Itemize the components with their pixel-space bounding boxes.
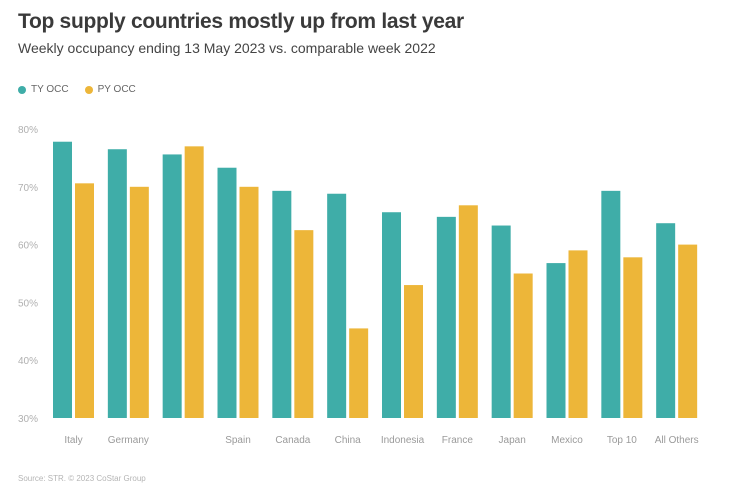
bar-ty <box>53 141 72 418</box>
y-tick-label: 30% <box>18 414 38 425</box>
bar-py <box>294 230 314 418</box>
legend-swatch-ty <box>18 85 26 94</box>
legend: TY OCC PY OCC <box>18 84 152 95</box>
legend-label-ty: TY OCC <box>31 84 69 95</box>
chart-subtitle: Weekly occupancy ending 13 May 2023 vs. … <box>18 40 436 56</box>
legend-label-py: PY OCC <box>97 84 136 95</box>
x-category-label: Germany <box>108 435 149 446</box>
y-tick-label: 50% <box>18 298 38 309</box>
x-category-label: Italy <box>64 435 82 446</box>
chart-title: Top supply countries mostly up from last… <box>18 10 464 33</box>
x-category-label: All Others <box>655 435 699 446</box>
y-tick-label: 40% <box>18 356 38 367</box>
x-category-label: Mexico <box>551 435 583 446</box>
bar-ty <box>382 212 401 418</box>
x-category-label: Japan <box>499 435 526 446</box>
bar-py <box>678 244 698 418</box>
bar-py <box>349 328 369 418</box>
x-category-label: China <box>335 435 362 446</box>
bar-ty <box>656 223 676 418</box>
bar-py <box>184 146 204 418</box>
bar-py <box>75 183 94 418</box>
bar-py <box>568 250 588 418</box>
x-category-label: Top 10 <box>607 435 637 446</box>
x-category-label: France <box>442 435 474 446</box>
bar-ty <box>436 216 456 418</box>
legend-swatch-py <box>84 85 93 94</box>
legend-item-py: PY OCC <box>84 84 136 95</box>
x-category-label: Spain <box>225 435 251 446</box>
bar-py <box>458 205 478 418</box>
y-tick-label: 60% <box>18 241 38 252</box>
bar-py <box>623 257 643 418</box>
source-note: Source: STR. © 2023 CoStar Group <box>18 474 146 483</box>
legend-item-ty: TY OCC <box>18 84 69 95</box>
bar-ty <box>162 154 182 418</box>
bar-ty <box>491 225 511 418</box>
bar-ty <box>546 263 566 418</box>
bar-ty <box>107 149 127 419</box>
bar-py <box>129 186 149 418</box>
y-tick-label: 70% <box>18 183 38 194</box>
bar-py <box>513 273 533 418</box>
x-category-label: Canada <box>275 435 310 446</box>
y-tick-label: 80% <box>18 125 38 136</box>
bar-ty <box>217 167 237 418</box>
bar-ty <box>601 190 621 418</box>
bar-py <box>404 285 423 418</box>
x-category-label: Indonesia <box>381 435 425 446</box>
bar-ty <box>272 190 292 418</box>
bar-ty <box>327 193 347 418</box>
bar-py <box>239 186 259 418</box>
